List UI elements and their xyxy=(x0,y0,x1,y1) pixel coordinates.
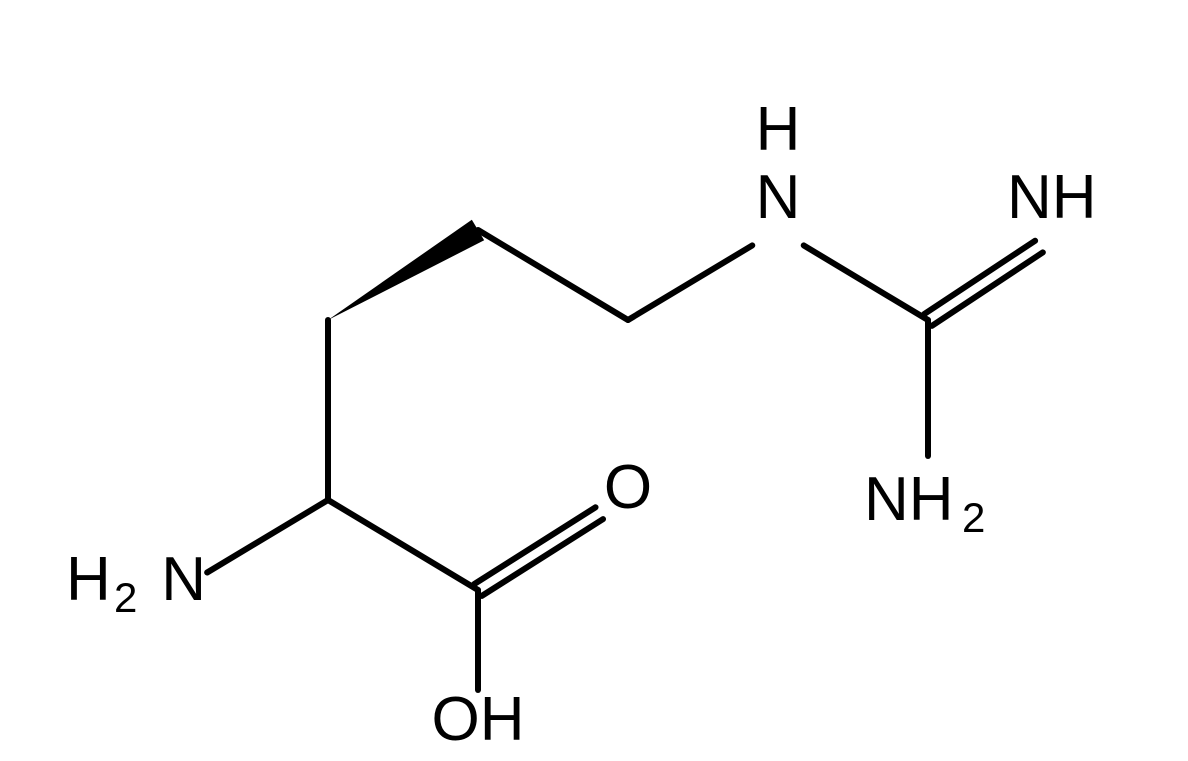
atom-label-OH: OH xyxy=(432,685,525,754)
bond-double xyxy=(924,241,1035,314)
atom-label-text: O xyxy=(604,453,652,522)
atom-label-text: N xyxy=(161,545,206,614)
atom-label-pretext: H xyxy=(66,545,111,614)
atom-label-NH2: NH2 xyxy=(864,465,985,541)
atom-label-H2N: H2N xyxy=(66,545,206,621)
atom-label-text: H xyxy=(756,95,801,164)
bond-single xyxy=(328,500,478,590)
atom-label-text: OH xyxy=(432,685,525,754)
bond-single xyxy=(207,500,328,573)
bond-single xyxy=(478,230,628,320)
atom-label-O: O xyxy=(604,453,652,522)
atom-label-H_top: H xyxy=(756,95,801,164)
chemical-structure: HNNHNH2OOHH2N xyxy=(0,0,1188,761)
bond-single xyxy=(804,245,928,320)
atom-label-text: N xyxy=(756,163,801,232)
bond-wedge xyxy=(328,220,484,320)
atom-label-text: NH xyxy=(1007,163,1097,232)
atom-label-N_eps: N xyxy=(756,163,801,232)
atom-label-NH: NH xyxy=(1007,163,1097,232)
bond-double xyxy=(474,507,595,584)
bond-single xyxy=(628,245,752,320)
bond-double xyxy=(932,252,1043,325)
bond-double xyxy=(482,519,603,596)
atom-label-presub: 2 xyxy=(114,574,137,621)
atom-label-sub: 2 xyxy=(962,494,985,541)
atom-label-text: NH xyxy=(864,465,954,534)
